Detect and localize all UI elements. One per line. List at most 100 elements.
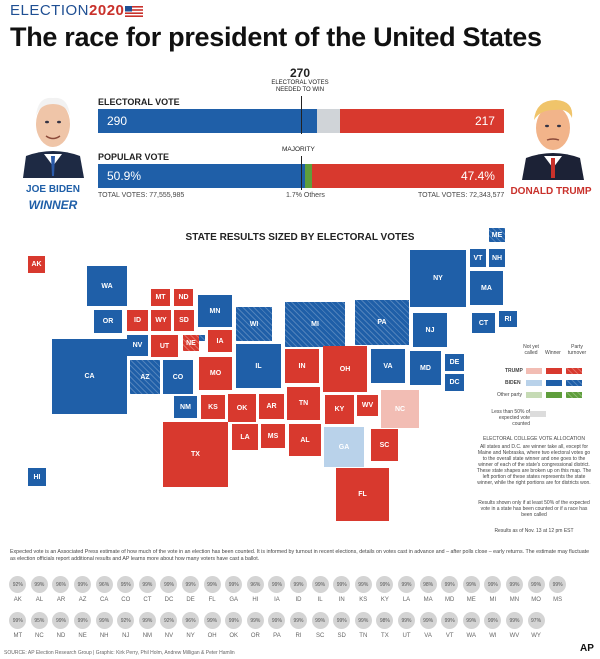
expected-vote-row-1: 92% AK 99% AL 96% AR 99% AZ 96% CA 95% CO 99% CT 99% DC… bbox=[7, 576, 568, 603]
expected-vote-state: MS bbox=[553, 597, 563, 603]
expected-vote-state: DE bbox=[186, 597, 195, 603]
expected-vote-state: CA bbox=[100, 597, 109, 603]
expected-vote-percent: 99% bbox=[160, 576, 178, 593]
legend-biden: BIDEN bbox=[505, 380, 521, 386]
electoral-vote-bar: 290 217 bbox=[98, 109, 504, 133]
expected-vote-cell: 99% FL bbox=[201, 576, 223, 603]
expected-vote-percent: 99% bbox=[30, 576, 48, 593]
legend-swatch-biden-winner bbox=[546, 380, 562, 386]
state-TN: TN bbox=[287, 387, 320, 420]
expected-vote-percent: 99% bbox=[484, 576, 502, 593]
expected-vote-cell: 99% ID bbox=[288, 576, 310, 603]
expected-vote-cell: 99% MI bbox=[482, 576, 504, 603]
expected-vote-state: NJ bbox=[122, 633, 130, 639]
expected-vote-percent: 99% bbox=[333, 576, 351, 593]
expected-vote-cell: 99% SC bbox=[309, 612, 331, 639]
popular-bar-biden: 50.9% bbox=[98, 164, 305, 188]
state-IL: IL bbox=[236, 344, 281, 388]
expected-vote-state: AK bbox=[13, 597, 22, 603]
expected-vote-percent: 99% bbox=[354, 576, 372, 593]
expected-vote-cell: 99% RI bbox=[288, 612, 310, 639]
expected-vote-percent: 99% bbox=[268, 576, 286, 593]
expected-vote-cell: 97% WY bbox=[525, 612, 547, 639]
expected-vote-cell: 99% OR bbox=[245, 612, 267, 639]
state-NE-district bbox=[199, 335, 205, 341]
state-MO: MO bbox=[199, 357, 232, 390]
legend-swatch-less-than bbox=[530, 411, 546, 417]
expected-vote-cell: 98% MA bbox=[417, 576, 439, 603]
expected-vote-state: OR bbox=[250, 633, 260, 639]
popular-bar-trump: 47.4% bbox=[311, 164, 504, 188]
expected-vote-percent: 99% bbox=[484, 612, 502, 629]
expected-vote-percent: 98% bbox=[419, 576, 437, 593]
state-MA: MA bbox=[470, 271, 503, 305]
majority-label: MAJORITY bbox=[282, 146, 315, 153]
expected-vote-cell: 96% AR bbox=[50, 576, 72, 603]
expected-vote-state: OH bbox=[207, 633, 217, 639]
winner-label: WINNER bbox=[28, 198, 78, 212]
expected-vote-cell: 99% IA bbox=[266, 576, 288, 603]
state-PA: PA bbox=[355, 300, 409, 345]
expected-vote-state: NV bbox=[164, 633, 174, 639]
expected-vote-cell: 99% AZ bbox=[72, 576, 94, 603]
expected-vote-percent: 99% bbox=[268, 612, 286, 629]
expected-vote-percent: 99% bbox=[376, 576, 394, 593]
popular-vote-bar: 50.9% 47.4% bbox=[98, 164, 504, 188]
state-AR: AR bbox=[259, 394, 284, 419]
expected-vote-state: IA bbox=[274, 597, 280, 603]
expected-vote-state: MI bbox=[489, 597, 497, 603]
expected-vote-state: NY bbox=[186, 633, 195, 639]
legend-swatch-trump-not-called bbox=[526, 368, 542, 374]
state-AK: AK bbox=[28, 256, 45, 273]
electoral-bar-biden: 290 bbox=[98, 109, 317, 133]
electoral-biden-value: 290 bbox=[107, 114, 128, 128]
expected-vote-state: VT bbox=[445, 633, 454, 639]
legend-other-party: Other party bbox=[497, 392, 523, 398]
expected-vote-percent: 99% bbox=[74, 612, 92, 629]
expected-vote-percent: 99% bbox=[441, 612, 459, 629]
allocation-heading: ELECTORAL COLLEGE VOTE ALLOCATION bbox=[483, 436, 585, 442]
state-OH: OH bbox=[323, 346, 367, 392]
expected-vote-state: ME bbox=[466, 597, 476, 603]
state-ND: ND bbox=[174, 289, 193, 306]
state-NE: NE bbox=[183, 335, 199, 351]
ap-logo: AP bbox=[580, 643, 594, 654]
expected-vote-state: NE bbox=[78, 633, 87, 639]
results-as-of: Results as of Nov. 13 at 12 pm EST bbox=[494, 528, 574, 534]
expected-vote-cell: 99% NM bbox=[137, 612, 159, 639]
state-RI: RI bbox=[499, 311, 517, 327]
expected-vote-state: AL bbox=[35, 597, 44, 603]
expected-vote-cell: 99% GA bbox=[223, 576, 245, 603]
expected-vote-note: Expected vote is an Associated Press est… bbox=[10, 549, 590, 562]
expected-vote-percent: 98% bbox=[376, 612, 394, 629]
expected-vote-state: NH bbox=[99, 633, 109, 639]
expected-vote-state: AR bbox=[56, 597, 66, 603]
expected-vote-state: PA bbox=[273, 633, 281, 639]
expected-vote-state: GA bbox=[229, 597, 239, 603]
electoral-bar-trump: 217 bbox=[340, 109, 504, 133]
state-CT: CT bbox=[472, 313, 495, 333]
expected-vote-cell: 92% NJ bbox=[115, 612, 137, 639]
expected-vote-cell: 99% DC bbox=[158, 576, 180, 603]
us-flag-icon bbox=[125, 6, 143, 17]
expected-vote-state: SC bbox=[315, 633, 325, 639]
legend-swatch-other-winner bbox=[546, 392, 562, 398]
expected-vote-percent: 99% bbox=[138, 576, 156, 593]
expected-vote-state: KS bbox=[359, 597, 368, 603]
expected-vote-percent: 99% bbox=[311, 612, 329, 629]
expected-vote-percent: 99% bbox=[203, 612, 221, 629]
biden-total-votes: TOTAL VOTES: 77,555,985 bbox=[98, 192, 185, 199]
expected-vote-percent: 96% bbox=[52, 576, 70, 593]
state-MS: MS bbox=[261, 424, 285, 448]
expected-vote-cell: 99% SD bbox=[331, 612, 353, 639]
expected-vote-percent: 99% bbox=[290, 576, 308, 593]
expected-vote-percent: 99% bbox=[354, 612, 372, 629]
legend-swatch-biden-not-called bbox=[526, 380, 542, 386]
expected-vote-state: DC bbox=[164, 597, 174, 603]
expected-vote-percent: 99% bbox=[397, 612, 415, 629]
allocation-body: All states and D.C. are winner take all,… bbox=[476, 444, 592, 486]
expected-vote-state: SD bbox=[337, 633, 346, 639]
expected-vote-cell: 99% MN bbox=[504, 576, 526, 603]
legend-less-than: Less than 50% of expected vote counted bbox=[491, 409, 530, 427]
expected-vote-percent: 99% bbox=[182, 576, 200, 593]
